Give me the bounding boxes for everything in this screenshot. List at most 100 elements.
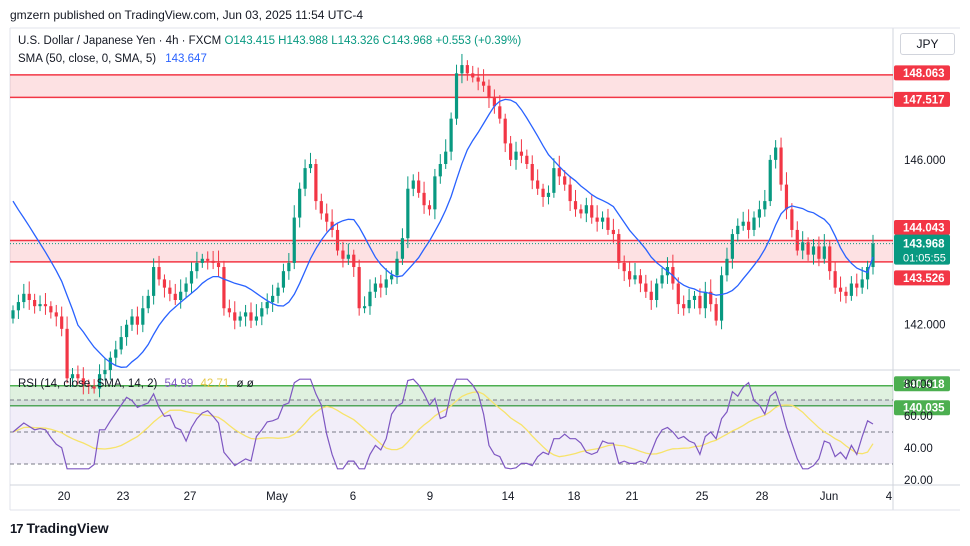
candle-body xyxy=(595,217,599,222)
candle-body xyxy=(676,283,680,305)
candle-body xyxy=(308,164,313,169)
candle-body xyxy=(465,65,469,74)
candle-body xyxy=(768,159,772,202)
candle-body xyxy=(103,370,107,375)
candle-body xyxy=(844,291,848,296)
price-label-red: 144.043 xyxy=(894,220,950,236)
candle-body xyxy=(481,81,486,86)
candle-body xyxy=(357,267,361,309)
candle-body xyxy=(303,168,307,189)
candle-body xyxy=(752,217,756,230)
candle-body xyxy=(503,118,507,144)
candle-body xyxy=(70,374,75,379)
candle-body xyxy=(438,164,442,177)
candle-body xyxy=(38,304,42,307)
candle-body xyxy=(130,316,134,325)
candle-body xyxy=(774,147,778,160)
candle-body xyxy=(406,188,410,239)
tradingview-logo[interactable]: 17 TradingView xyxy=(10,520,109,536)
candle-body xyxy=(11,310,15,319)
currency-selector[interactable]: JPY xyxy=(900,33,955,55)
candle-body xyxy=(719,275,724,321)
candle-body xyxy=(298,188,302,218)
symbol-name: U.S. Dollar / Japanese Yen · 4h · FXCM xyxy=(18,35,222,47)
candle-body xyxy=(422,192,426,206)
candle-body xyxy=(108,357,112,371)
candle-body xyxy=(281,271,286,288)
price-label-current: 143.968 01:05:55 xyxy=(894,234,950,265)
candle-body xyxy=(265,302,269,309)
time-tick: 6 xyxy=(350,491,356,503)
candle-body xyxy=(395,258,399,276)
candle-body xyxy=(730,234,734,259)
candle-body xyxy=(330,221,334,230)
time-tick: Jun xyxy=(820,491,839,503)
candle-body xyxy=(617,234,621,263)
candle-body xyxy=(400,238,405,259)
candle-body xyxy=(87,384,91,387)
candle-body xyxy=(573,201,578,210)
candle-body xyxy=(660,275,664,284)
candle-body xyxy=(838,287,843,292)
candle-body xyxy=(557,168,561,177)
candle-body xyxy=(811,246,816,255)
candle-body xyxy=(243,312,248,317)
zone-resistance-1 xyxy=(10,240,893,262)
candle-body xyxy=(379,283,383,288)
candle-body xyxy=(611,229,615,235)
price-label-countdown: 01:05:55 xyxy=(903,253,946,265)
candle-body xyxy=(628,271,632,280)
candle-body xyxy=(341,250,345,259)
candle-body xyxy=(173,293,177,300)
candle-body xyxy=(692,295,697,300)
candle-body xyxy=(833,271,837,288)
candle-body xyxy=(871,243,875,268)
candle-body xyxy=(741,221,745,226)
candle-body xyxy=(216,262,221,268)
candle-body xyxy=(352,254,356,268)
sma-legend[interactable]: SMA (50, close, 0, SMA, 5) 143.647 xyxy=(18,53,207,65)
price-label-red: 147.517 xyxy=(894,91,950,107)
candle-body xyxy=(444,151,448,164)
candle-body xyxy=(254,316,258,321)
time-tick: 14 xyxy=(502,491,515,503)
candle-body xyxy=(76,374,80,379)
candle-body xyxy=(763,201,767,210)
candle-body xyxy=(124,324,129,338)
rsi-legend[interactable]: RSI (14, close, SMA, 14, 2) 54.99 42.71 … xyxy=(18,378,254,390)
candle-body xyxy=(449,118,453,152)
candle-body xyxy=(27,293,31,300)
candle-body xyxy=(211,260,215,263)
price-label-text: 140.518 xyxy=(903,379,945,391)
candle-body xyxy=(801,242,805,251)
candle-body xyxy=(525,155,529,164)
rsi-tick: 80.00 xyxy=(904,379,933,391)
time-tick: 25 xyxy=(696,491,709,503)
candle-body xyxy=(22,293,26,303)
candle-body xyxy=(579,209,583,214)
candle-body xyxy=(687,300,691,309)
time-tick: 27 xyxy=(184,491,197,503)
candle-body xyxy=(390,275,394,280)
candle-body xyxy=(644,283,648,292)
candle-body xyxy=(362,306,367,309)
candle-body xyxy=(498,106,502,119)
candle-body xyxy=(141,308,145,325)
time-tick: 9 xyxy=(427,491,433,503)
candle-body xyxy=(260,308,264,317)
symbol-legend[interactable]: U.S. Dollar / Japanese Yen · 4h · FXCM O… xyxy=(18,35,521,47)
zone-support-2 xyxy=(10,385,893,406)
candle-body xyxy=(492,98,496,107)
time-tick: 21 xyxy=(626,491,639,503)
candle-body xyxy=(65,328,69,379)
candle-body xyxy=(600,217,605,222)
time-tick: 28 xyxy=(756,491,769,503)
candle-body xyxy=(325,213,329,222)
candle-body xyxy=(779,147,783,185)
price-label-green: 140.035 xyxy=(894,400,950,416)
candle-body xyxy=(622,262,626,272)
candle-body xyxy=(233,312,237,321)
candle-body xyxy=(314,164,318,202)
